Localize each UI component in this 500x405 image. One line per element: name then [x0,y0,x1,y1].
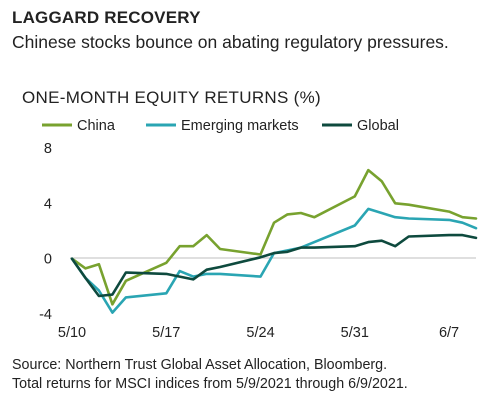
y-tick-label: 8 [44,141,52,157]
x-tick-label: 6/7 [439,325,459,341]
chart-title: ONE-MONTH EQUITY RETURNS (%) [22,88,321,107]
x-axis-ticks: 5/10 5/17 5/24 5/31 6/7 [58,325,459,341]
x-tick-label: 5/17 [152,325,180,341]
x-tick-label: 5/31 [341,325,369,341]
chart-legend: China Emerging markets Global [42,118,399,134]
legend-label-global: Global [357,118,399,134]
series-line-global [70,233,478,298]
legend-label-china: China [77,118,116,134]
page-title: LAGGARD RECOVERY [12,8,201,27]
source-note: Source: Northern Trust Global Asset Allo… [12,356,498,394]
page-subtitle: Chinese stocks bounce on abating regulat… [12,32,449,52]
series-line-china [70,168,478,306]
x-tick-label: 5/10 [58,325,86,341]
legend-label-emerging-markets: Emerging markets [181,118,299,134]
y-tick-label: 0 [44,252,52,268]
series-lines [70,168,478,314]
source-line-1: Source: Northern Trust Global Asset Allo… [12,357,388,373]
y-tick-label: 4 [44,196,52,212]
x-tick-label: 5/24 [246,325,274,341]
source-line-2: Total returns for MSCI indices from 5/9/… [12,376,408,392]
y-tick-label: -4 [39,307,52,323]
y-axis-ticks: -4 0 4 8 [39,141,52,323]
